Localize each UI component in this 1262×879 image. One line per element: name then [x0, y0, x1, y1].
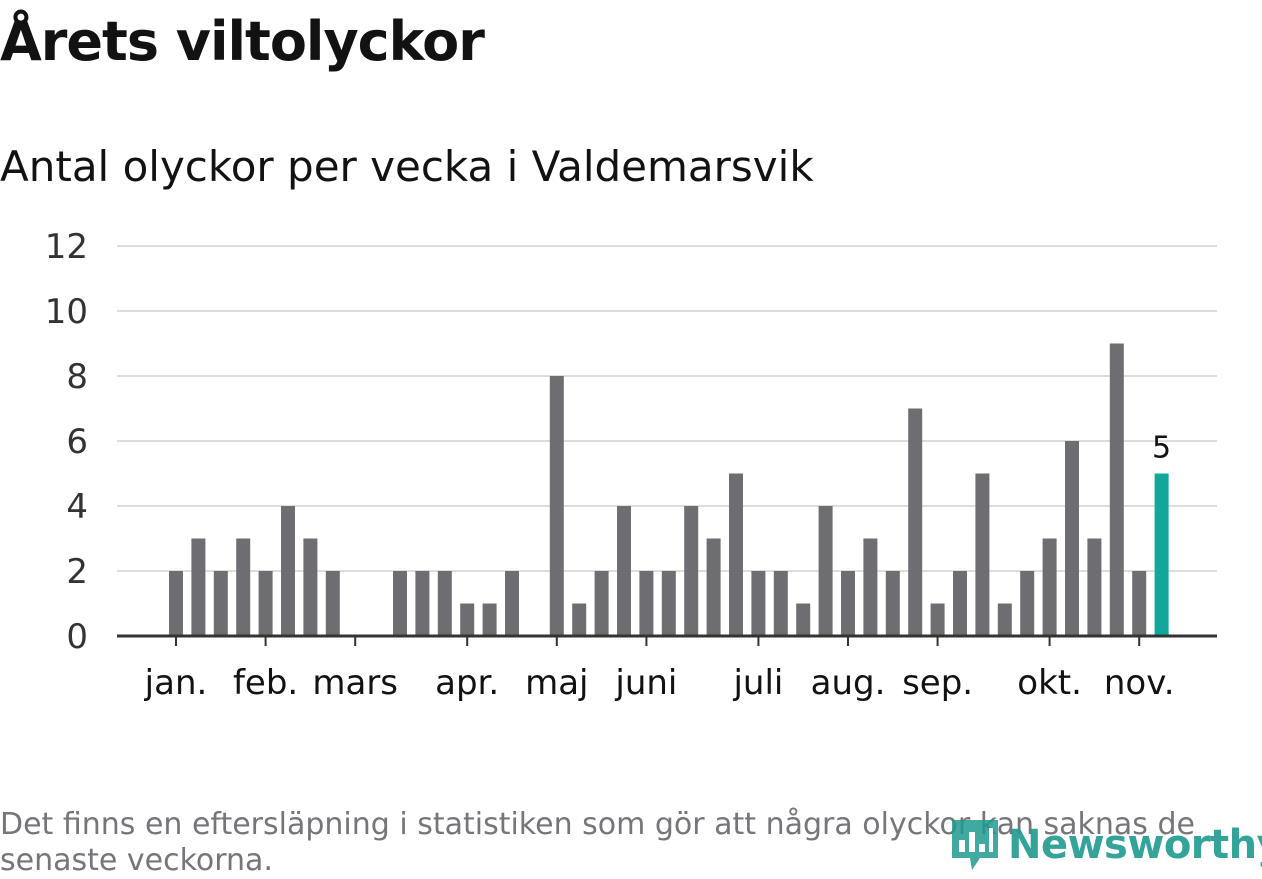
y-tick-label: 12	[45, 227, 88, 267]
bar	[706, 538, 721, 636]
bar	[213, 571, 228, 636]
y-tick-label: 0	[66, 617, 88, 657]
bar	[729, 473, 743, 636]
bar	[617, 506, 631, 636]
x-tick-label: maj	[525, 663, 588, 703]
logo-text: Newsworthy	[1008, 822, 1262, 868]
bar	[258, 571, 273, 636]
bar	[885, 571, 900, 636]
y-tick-label: 2	[66, 552, 88, 592]
y-tick-label: 8	[66, 357, 88, 397]
bar	[1020, 571, 1035, 636]
bar	[930, 603, 945, 636]
x-tick-label: feb.	[233, 663, 298, 703]
x-tick-label: juni	[614, 663, 677, 703]
bar	[751, 571, 766, 636]
bar	[841, 571, 855, 636]
bar	[572, 603, 587, 636]
y-tick-label: 6	[66, 422, 88, 462]
bar	[1087, 538, 1102, 636]
x-tick-label: apr.	[435, 663, 499, 703]
y-tick-label: 10	[45, 292, 88, 332]
bar	[191, 538, 206, 636]
bar-highlight	[1154, 473, 1169, 636]
bar	[437, 571, 452, 636]
chart-title: Årets viltolyckor	[0, 10, 485, 73]
bar	[1042, 538, 1057, 636]
bar	[684, 506, 699, 636]
bar	[549, 376, 564, 636]
bar	[639, 571, 654, 636]
bar	[236, 538, 251, 636]
bar	[460, 603, 475, 636]
chart-subtitle: Antal olyckor per vecka i Valdemarsvik	[0, 142, 814, 191]
bar-chart-logo-icon	[952, 820, 998, 870]
bar	[1132, 571, 1147, 636]
y-axis-ticks: 0 2 4 6 8 10 12	[45, 227, 88, 657]
bar	[169, 571, 183, 636]
x-tick-label: sep.	[902, 663, 973, 703]
bar	[482, 603, 497, 636]
bar	[393, 571, 407, 636]
newsworthy-logo: Newsworthy	[950, 818, 1262, 872]
bar	[661, 571, 676, 636]
x-tick-label: juli	[732, 663, 783, 703]
bar	[1109, 343, 1124, 636]
x-tick-label: okt.	[1017, 663, 1082, 703]
bar	[818, 506, 833, 636]
bar	[953, 571, 967, 636]
x-tick-label: nov.	[1104, 663, 1175, 703]
bar	[303, 538, 318, 636]
data-label: 5	[1152, 431, 1171, 466]
x-tick-label: aug.	[811, 663, 886, 703]
x-tick-label: mars	[312, 663, 398, 703]
x-tick-label: jan.	[144, 663, 208, 703]
bar	[908, 408, 923, 636]
bar	[773, 571, 788, 636]
data-labels: 5	[1152, 431, 1171, 466]
bar	[975, 473, 990, 636]
bars	[169, 343, 1169, 636]
x-axis-ticks: jan. feb. mars apr. maj juni juli aug. sep. okt. n…	[144, 636, 1175, 703]
bar	[415, 571, 430, 636]
bar	[863, 538, 878, 636]
bar	[997, 603, 1012, 636]
bar	[505, 571, 519, 636]
y-tick-label: 4	[66, 487, 88, 527]
bar	[594, 571, 609, 636]
bar	[281, 506, 295, 636]
bar	[325, 571, 340, 636]
bar	[1065, 441, 1079, 636]
bar	[796, 603, 811, 636]
